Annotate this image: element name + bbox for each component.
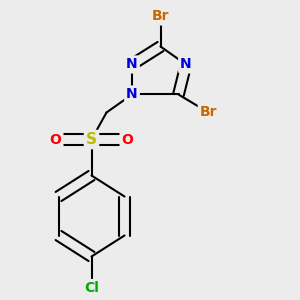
Text: N: N bbox=[126, 88, 138, 101]
Text: Br: Br bbox=[200, 106, 217, 119]
Text: O: O bbox=[122, 133, 134, 146]
Text: S: S bbox=[86, 132, 97, 147]
Text: O: O bbox=[50, 133, 61, 146]
Text: N: N bbox=[126, 58, 138, 71]
Text: Cl: Cl bbox=[84, 281, 99, 295]
Text: Br: Br bbox=[152, 10, 169, 23]
Text: N: N bbox=[180, 58, 192, 71]
